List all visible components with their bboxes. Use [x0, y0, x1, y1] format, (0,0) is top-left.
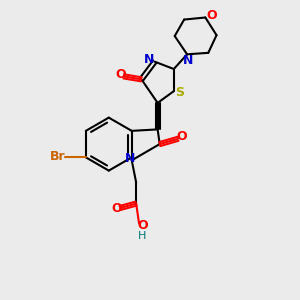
- Text: N: N: [125, 152, 135, 165]
- Text: O: O: [115, 68, 126, 80]
- Text: H: H: [138, 231, 146, 241]
- Text: O: O: [137, 219, 148, 232]
- Text: O: O: [206, 9, 217, 22]
- Text: Br: Br: [50, 150, 66, 163]
- Text: N: N: [144, 53, 154, 66]
- Text: N: N: [183, 54, 194, 67]
- Text: O: O: [111, 202, 122, 215]
- Text: S: S: [175, 86, 184, 99]
- Text: O: O: [176, 130, 187, 143]
